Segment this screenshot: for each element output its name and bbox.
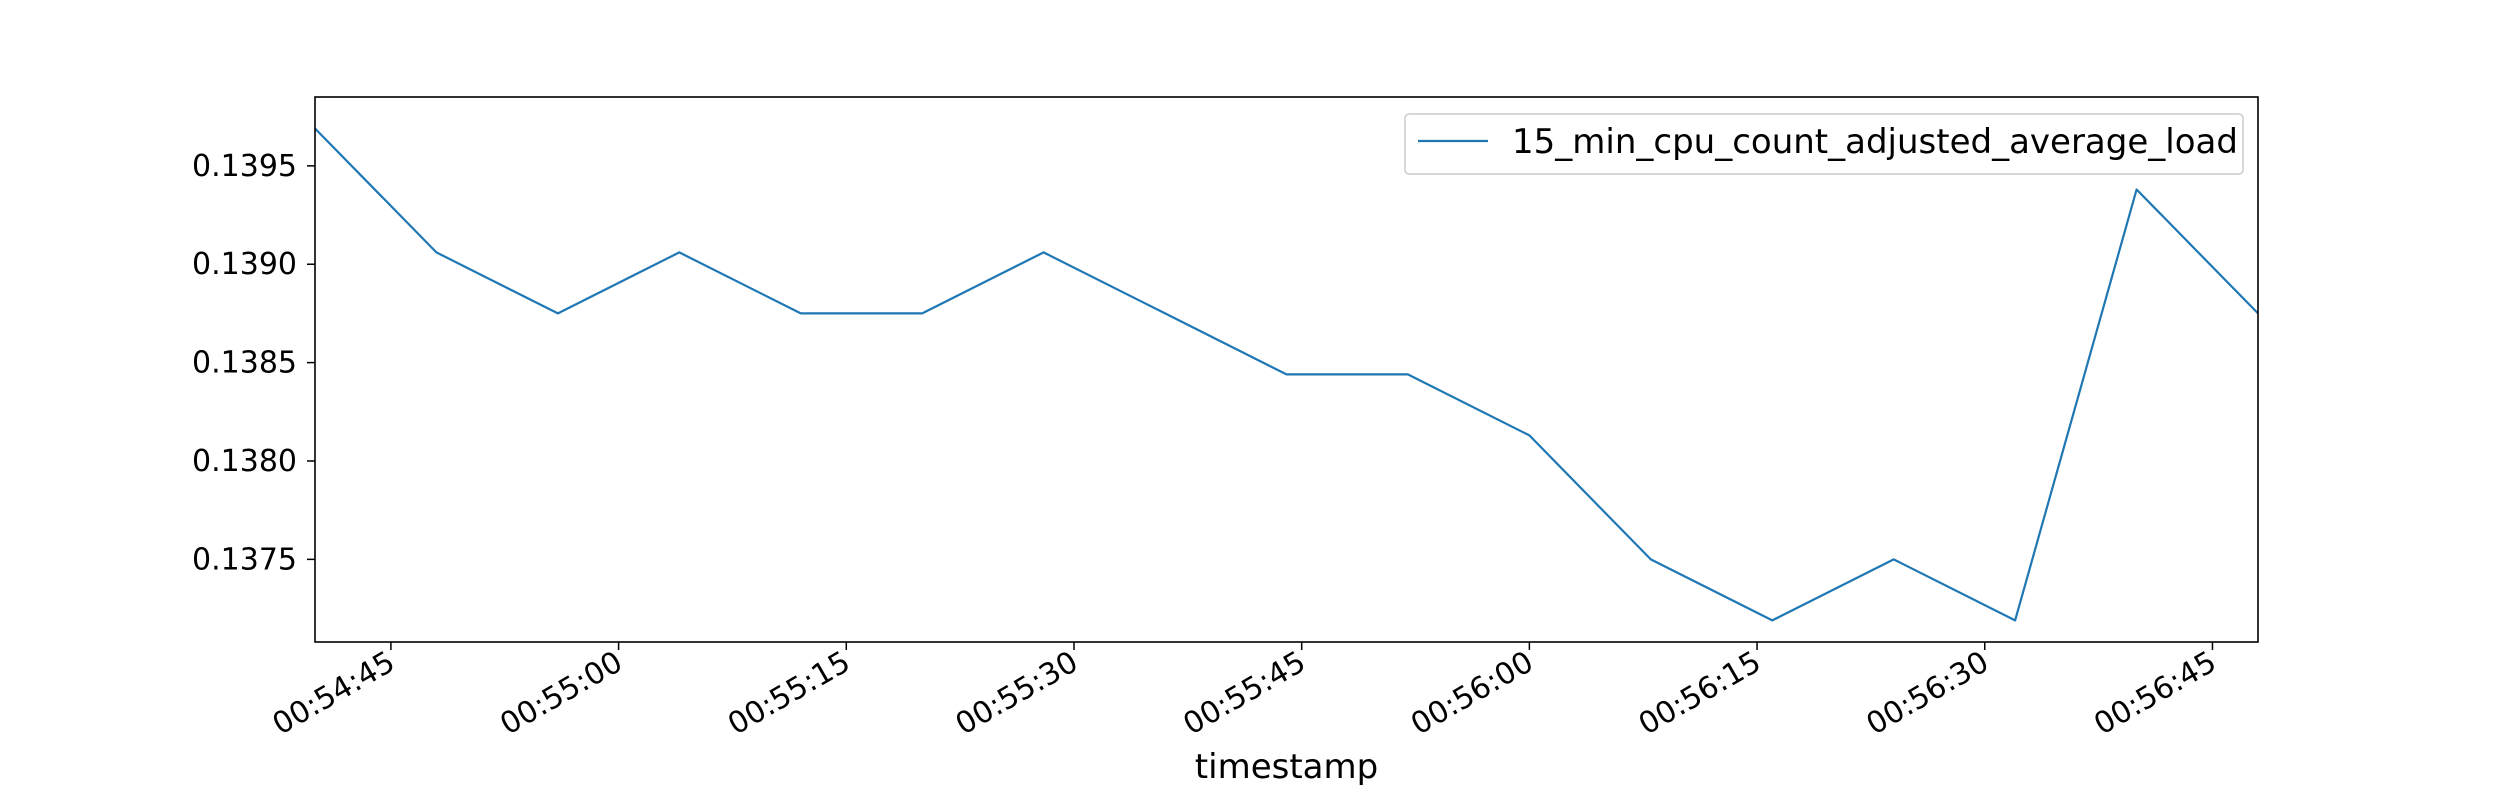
x-axis-title: timestamp bbox=[1195, 747, 1378, 787]
y-tick-label: 0.1385 bbox=[192, 346, 297, 381]
x-tick-label: 00:55:00 bbox=[494, 645, 628, 743]
legend-entry-label: 15_min_cpu_count_adjusted_average_load bbox=[1512, 122, 2238, 162]
x-tick-label: 00:55:15 bbox=[722, 645, 856, 743]
y-tick-label: 0.1390 bbox=[192, 247, 297, 282]
y-tick-label: 0.1375 bbox=[192, 542, 297, 577]
legend: 15_min_cpu_count_adjusted_average_load bbox=[1404, 113, 2244, 175]
series-line-0 bbox=[314, 127, 2259, 622]
x-tick-label: 00:56:45 bbox=[2088, 645, 2222, 743]
series-lines bbox=[314, 127, 2259, 622]
y-tick-label: 0.1395 bbox=[192, 149, 297, 184]
x-tick-label: 00:55:30 bbox=[950, 645, 1084, 743]
x-tick-label: 00:56:15 bbox=[1633, 645, 1767, 743]
y-axis-ticks: 0.1375 0.1380 0.1385 0.1390 0.1395 bbox=[192, 149, 315, 577]
x-axis-ticks: 00:54:45 00:55:00 00:55:15 00:55:30 00:55:45… bbox=[267, 642, 2222, 743]
x-tick-label: 00:54:45 bbox=[267, 645, 401, 743]
legend-box bbox=[1404, 113, 2244, 175]
x-tick-label: 00:55:45 bbox=[1177, 645, 1311, 743]
plot-area-frame bbox=[314, 96, 2259, 643]
x-tick-label: 00:56:00 bbox=[1405, 645, 1539, 743]
x-tick-label: 00:56:30 bbox=[1861, 645, 1995, 743]
y-tick-label: 0.1380 bbox=[192, 444, 297, 479]
